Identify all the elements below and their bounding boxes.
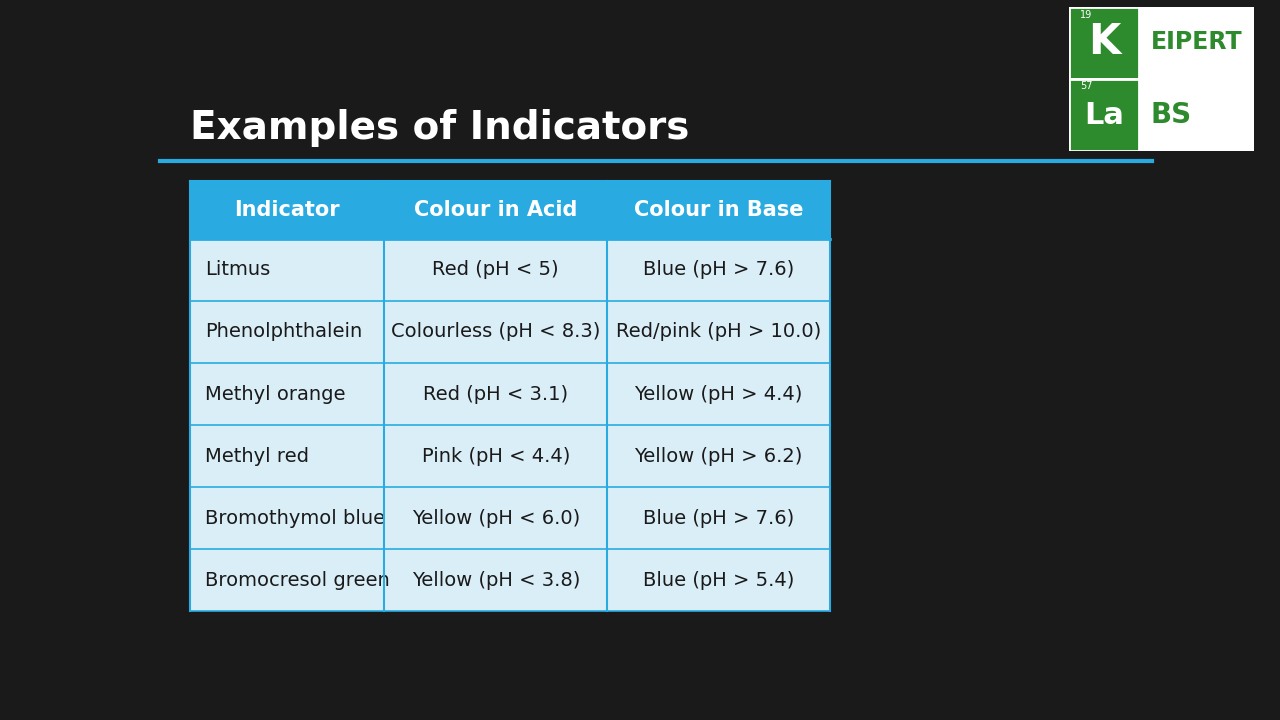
Text: Bromothymol blue: Bromothymol blue <box>205 509 385 528</box>
Text: Phenolphthalein: Phenolphthalein <box>205 323 362 341</box>
FancyBboxPatch shape <box>189 239 829 301</box>
Text: Yellow (pH > 6.2): Yellow (pH > 6.2) <box>634 446 803 466</box>
Text: EIPERT: EIPERT <box>1151 30 1242 54</box>
Text: Methyl red: Methyl red <box>205 446 308 466</box>
Text: 19: 19 <box>1080 10 1092 20</box>
Text: Methyl orange: Methyl orange <box>205 384 346 404</box>
Text: K: K <box>1088 21 1120 63</box>
Text: Yellow (pH < 6.0): Yellow (pH < 6.0) <box>412 509 580 528</box>
FancyBboxPatch shape <box>189 487 829 549</box>
Text: BS: BS <box>1151 102 1192 129</box>
Text: Yellow (pH < 3.8): Yellow (pH < 3.8) <box>412 571 580 590</box>
FancyBboxPatch shape <box>189 549 829 611</box>
FancyBboxPatch shape <box>1069 7 1139 79</box>
Text: Bromocresol green: Bromocresol green <box>205 571 389 590</box>
Text: Yellow (pH > 4.4): Yellow (pH > 4.4) <box>634 384 803 404</box>
Text: Red (pH < 3.1): Red (pH < 3.1) <box>424 384 568 404</box>
Text: Red (pH < 5): Red (pH < 5) <box>433 261 559 279</box>
FancyBboxPatch shape <box>189 425 829 487</box>
Text: Colourless (pH < 8.3): Colourless (pH < 8.3) <box>392 323 600 341</box>
FancyBboxPatch shape <box>1069 79 1139 151</box>
Text: Red/pink (pH > 10.0): Red/pink (pH > 10.0) <box>616 323 820 341</box>
Text: Indicator: Indicator <box>234 199 340 220</box>
Text: Blue (pH > 7.6): Blue (pH > 7.6) <box>643 509 794 528</box>
Text: Colour in Acid: Colour in Acid <box>415 199 577 220</box>
Text: 57: 57 <box>1080 81 1092 91</box>
Text: Litmus: Litmus <box>205 261 270 279</box>
Text: La: La <box>1084 101 1124 130</box>
Text: Blue (pH > 5.4): Blue (pH > 5.4) <box>643 571 794 590</box>
Text: Colour in Base: Colour in Base <box>634 199 803 220</box>
FancyBboxPatch shape <box>189 363 829 425</box>
Text: Blue (pH > 7.6): Blue (pH > 7.6) <box>643 261 794 279</box>
Text: Pink (pH < 4.4): Pink (pH < 4.4) <box>421 446 570 466</box>
FancyBboxPatch shape <box>189 181 829 239</box>
FancyBboxPatch shape <box>189 301 829 363</box>
FancyBboxPatch shape <box>1069 7 1254 151</box>
Text: Examples of Indicators: Examples of Indicators <box>189 109 689 147</box>
